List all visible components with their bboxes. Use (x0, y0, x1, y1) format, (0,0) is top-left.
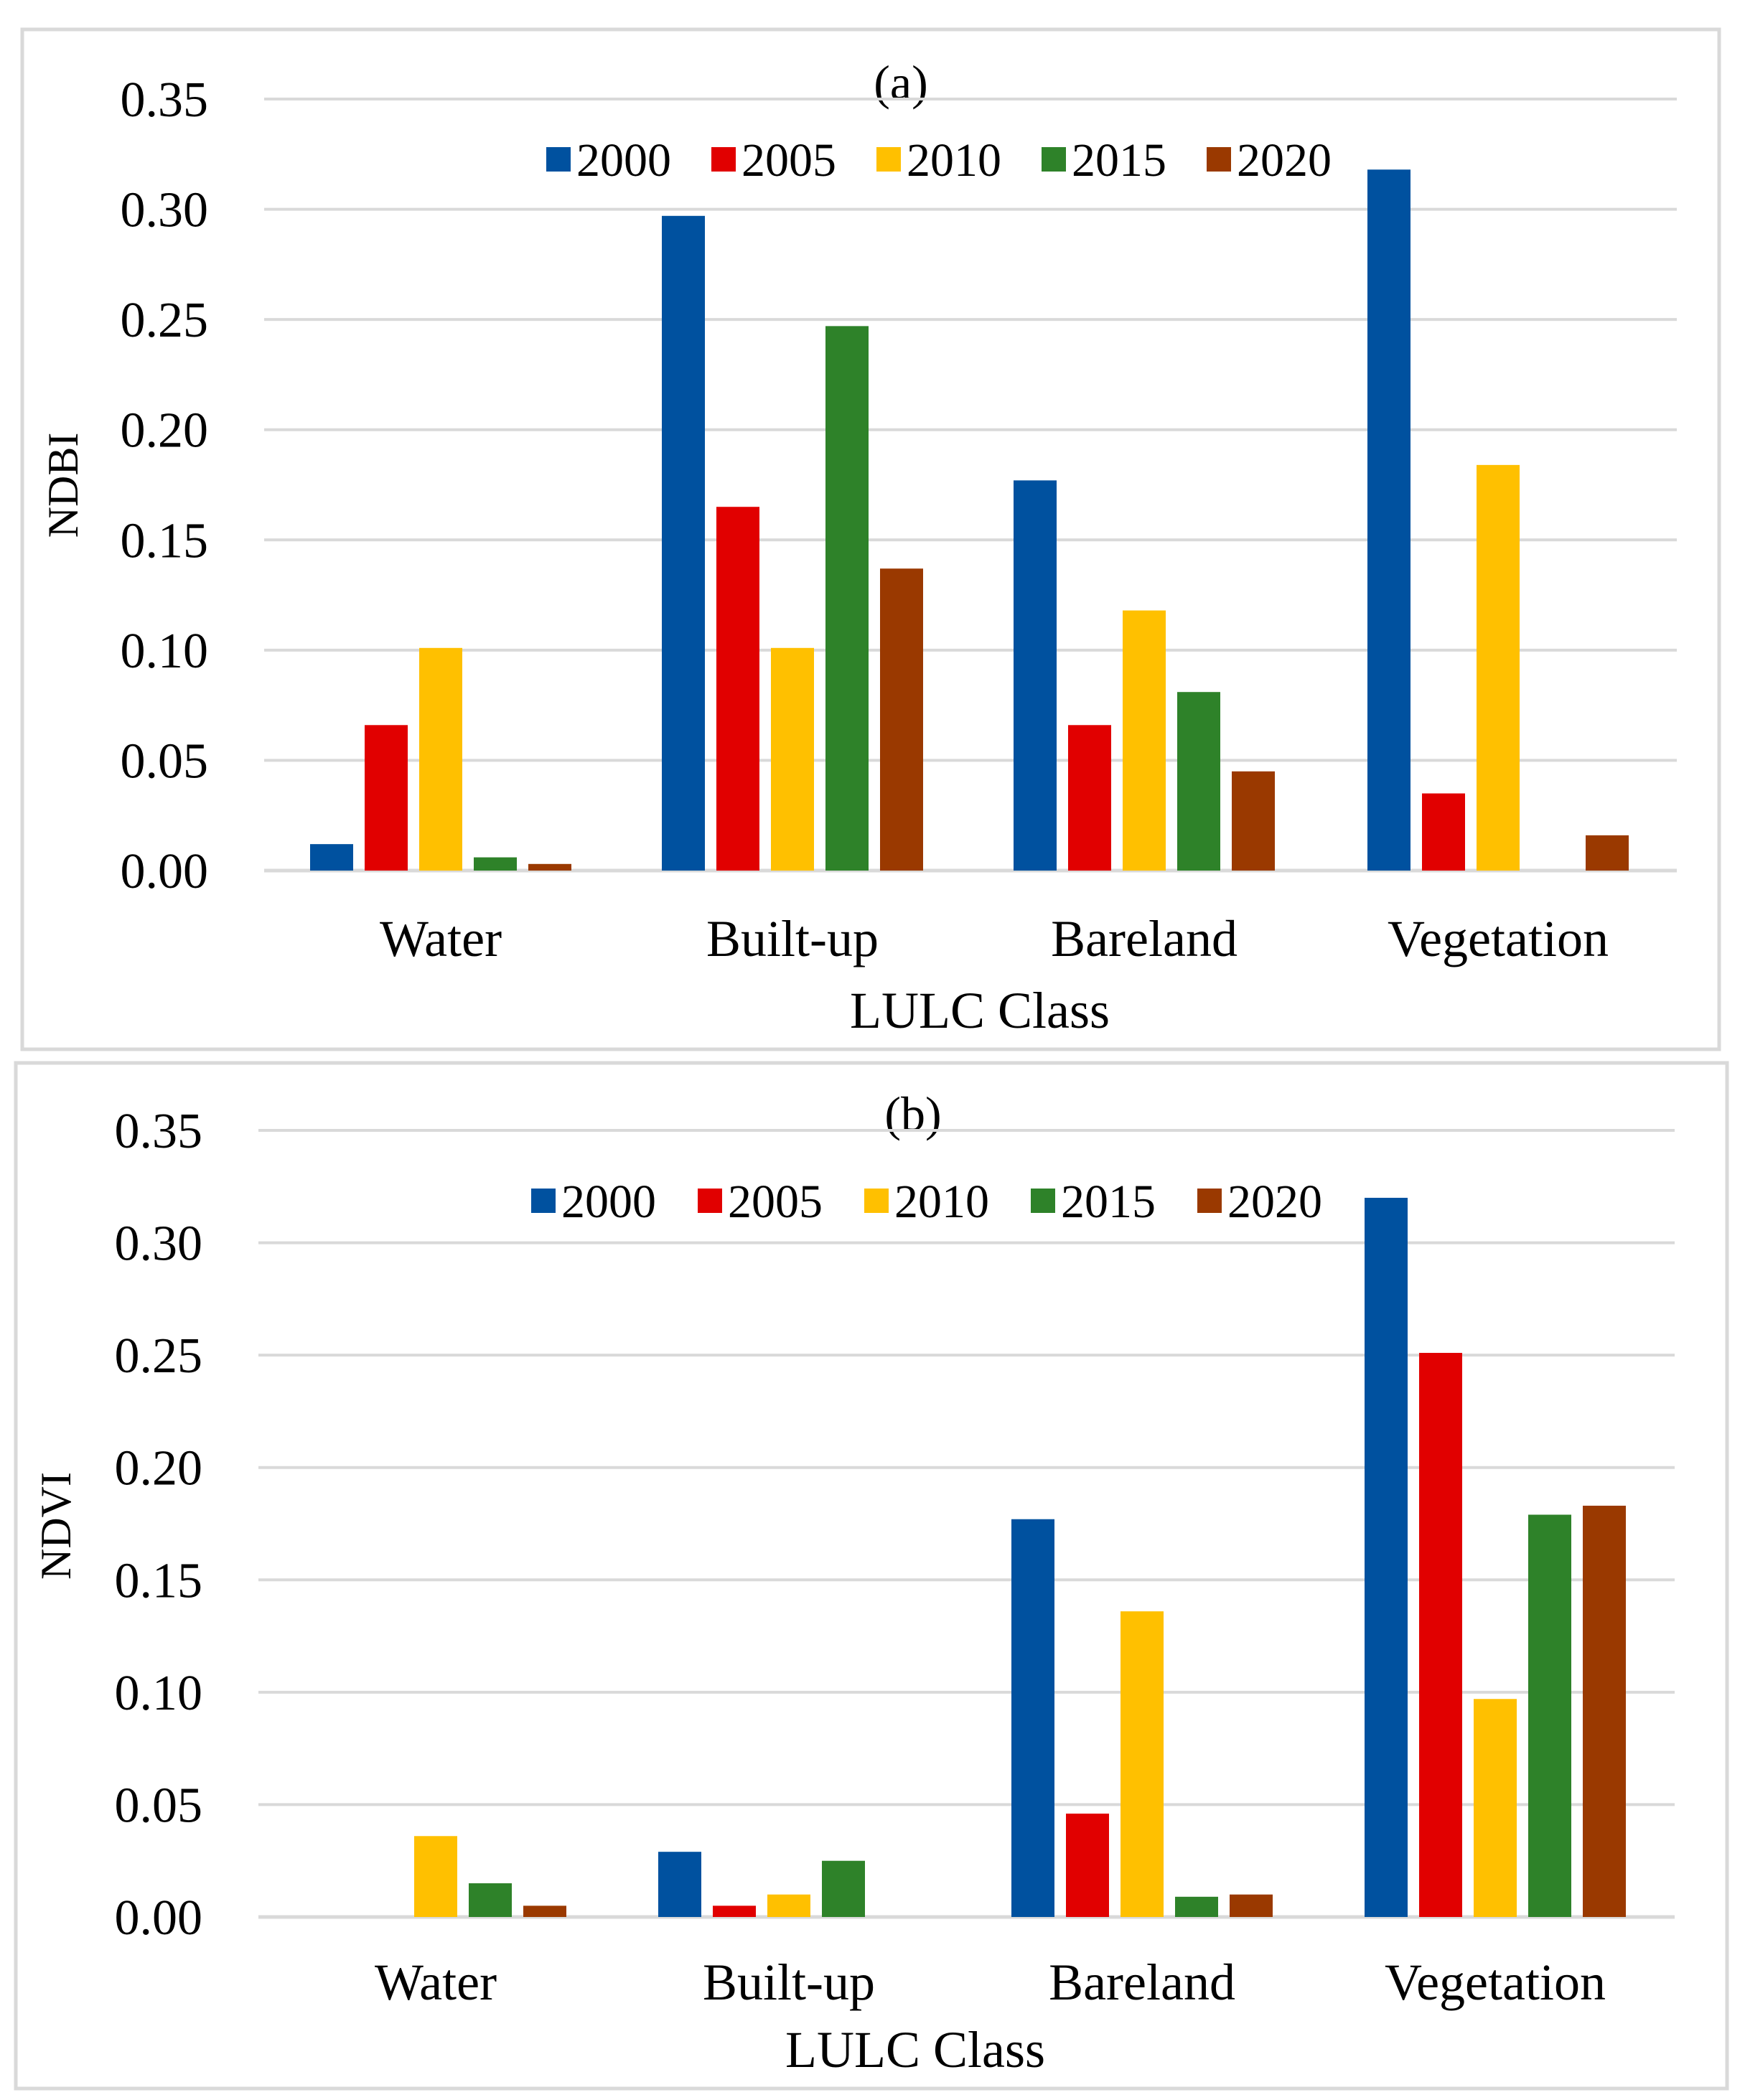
panel-b-ndvi-chart: (b) NDVI LULC Class 0.00 0.05 0.10 0.15 0.20… (14, 1061, 1729, 2091)
x-tick-label: Bareland (1049, 1954, 1235, 2011)
y-tick-label: 0.30 (121, 183, 209, 238)
legend-label-2005: 2005 (741, 134, 836, 187)
bar-water-2010 (419, 647, 462, 871)
y-tick-label: 0.20 (121, 403, 209, 459)
bar-built-up-2010 (771, 647, 814, 871)
bar-water-2020 (523, 1906, 566, 1917)
bar-bareland-2020 (1232, 771, 1275, 871)
panel-b-bars (414, 1197, 1626, 1917)
panel-a-x-tick-labels: Water Built-up Bareland Vegetation (380, 910, 1609, 967)
bar-vegetation-2010 (1474, 1699, 1517, 1917)
bar-water-2010 (414, 1836, 457, 1917)
bar-water-2000 (310, 844, 353, 871)
panel-a-frame (20, 27, 1721, 1051)
bar-bareland-2000 (1011, 1519, 1054, 1917)
panel-b-frame (14, 1061, 1729, 2091)
bar-vegetation-2015 (1528, 1514, 1571, 1917)
panel-a-y-tick-labels: 0.00 0.05 0.10 0.15 0.20 0.25 0.30 0.35 (121, 72, 209, 899)
bar-built-up-2020 (880, 568, 923, 871)
y-tick-label: 0.00 (115, 1890, 203, 1946)
legend-label-2010: 2010 (894, 1176, 989, 1228)
legend-swatch-2020 (1207, 147, 1231, 172)
panel-a-ndbi-chart: (a) NDBI LULC Class 0.00 0.05 0.10 0.15 0.20… (20, 27, 1721, 1051)
bar-water-2015 (474, 857, 517, 871)
y-tick-label: 0.35 (115, 1104, 203, 1159)
bar-vegetation-2000 (1365, 1197, 1408, 1917)
legend-label-2000: 2000 (576, 134, 671, 187)
bar-bareland-2000 (1014, 480, 1057, 871)
panel-b-x-axis-label: LULC Class (785, 2021, 1045, 2078)
legend-swatch-2020 (1197, 1189, 1222, 1213)
legend-swatch-2010 (876, 147, 901, 172)
bar-vegetation-2005 (1422, 793, 1465, 871)
bar-built-up-2000 (662, 215, 705, 871)
bar-vegetation-2000 (1367, 169, 1410, 871)
bar-built-up-2010 (767, 1894, 810, 1917)
x-tick-label: Vegetation (1385, 1954, 1606, 2011)
y-tick-label: 0.30 (115, 1217, 203, 1272)
legend-swatch-2005 (698, 1189, 722, 1213)
x-tick-label: Water (375, 1954, 497, 2011)
y-tick-label: 0.15 (121, 513, 209, 568)
panel-b-x-tick-labels: Water Built-up Bareland Vegetation (375, 1954, 1606, 2011)
y-tick-label: 0.20 (115, 1441, 203, 1496)
legend-swatch-2000 (531, 1189, 556, 1213)
bar-water-2020 (528, 863, 571, 871)
bar-bareland-2015 (1175, 1896, 1218, 1917)
bar-built-up-2015 (825, 326, 869, 871)
panel-a-title: (a) (874, 55, 927, 110)
legend-label-2015: 2015 (1072, 134, 1166, 187)
y-tick-label: 0.05 (121, 733, 209, 789)
bar-bareland-2020 (1230, 1894, 1273, 1917)
panel-a-bars (310, 169, 1629, 871)
legend-label-2015: 2015 (1061, 1176, 1156, 1228)
legend-label-2020: 2020 (1237, 134, 1332, 187)
bar-bareland-2015 (1177, 692, 1220, 871)
legend-swatch-2015 (1031, 1189, 1055, 1213)
legend-label-2010: 2010 (907, 134, 1001, 187)
bar-built-up-2005 (716, 507, 759, 871)
bar-bareland-2010 (1121, 1611, 1164, 1917)
legend-swatch-2010 (864, 1189, 889, 1213)
legend-swatch-2015 (1042, 147, 1066, 172)
x-tick-label: Built-up (703, 1954, 875, 2011)
bar-built-up-2015 (822, 1860, 865, 1917)
legend-swatch-2000 (546, 147, 571, 172)
panel-a-y-axis-label: NDBI (39, 433, 87, 538)
bar-vegetation-2005 (1419, 1353, 1462, 1917)
bar-water-2005 (365, 725, 408, 871)
panel-a-legend: 2000 2005 2010 2015 2020 (546, 134, 1332, 187)
bar-vegetation-2010 (1477, 464, 1520, 871)
panel-b-title: (b) (884, 1087, 941, 1141)
legend-label-2005: 2005 (728, 1176, 823, 1228)
panel-b-legend: 2000 2005 2010 2015 2020 (531, 1176, 1322, 1228)
x-tick-label: Vegetation (1388, 910, 1609, 967)
y-tick-label: 0.00 (121, 844, 209, 899)
legend-label-2000: 2000 (561, 1176, 656, 1228)
y-tick-label: 0.35 (121, 72, 209, 128)
bar-bareland-2010 (1123, 610, 1166, 871)
x-tick-label: Water (380, 910, 502, 967)
y-tick-label: 0.10 (121, 624, 209, 679)
legend-label-2020: 2020 (1227, 1176, 1322, 1228)
bar-bareland-2005 (1068, 725, 1111, 871)
panel-a-x-axis-label: LULC Class (850, 982, 1110, 1039)
y-tick-label: 0.15 (115, 1553, 203, 1608)
panel-b-y-tick-labels: 0.00 0.05 0.10 0.15 0.20 0.25 0.30 0.35 (115, 1104, 203, 1946)
y-tick-label: 0.25 (115, 1328, 203, 1384)
panel-b-y-axis-label: NDVI (32, 1472, 80, 1580)
y-tick-label: 0.25 (121, 293, 209, 348)
legend-swatch-2005 (711, 147, 736, 172)
bar-built-up-2005 (713, 1906, 756, 1917)
bar-water-2015 (469, 1883, 512, 1917)
bar-built-up-2000 (658, 1852, 701, 1917)
y-tick-label: 0.10 (115, 1666, 203, 1721)
bar-vegetation-2020 (1583, 1505, 1626, 1917)
x-tick-label: Bareland (1051, 910, 1238, 967)
bar-vegetation-2020 (1586, 835, 1629, 871)
y-tick-label: 0.05 (115, 1778, 203, 1833)
bar-bareland-2005 (1066, 1813, 1109, 1917)
x-tick-label: Built-up (706, 910, 879, 967)
